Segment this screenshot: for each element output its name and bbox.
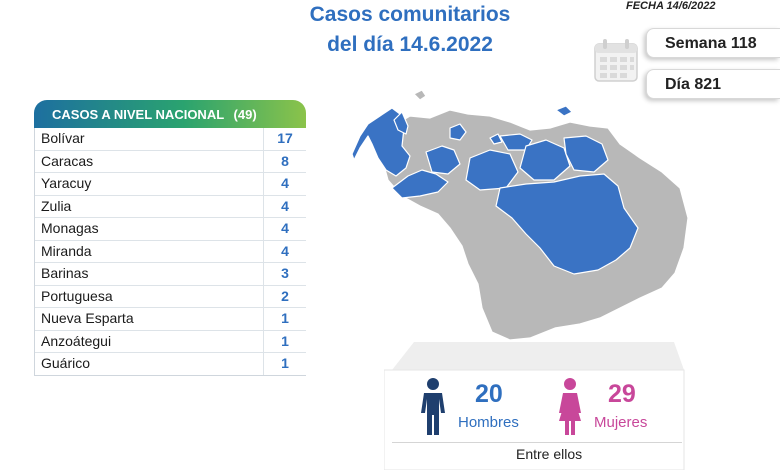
calendar-icon [594, 39, 638, 82]
map-barinas [391, 169, 449, 199]
table-title: CASOS A NIVEL NACIONAL [52, 107, 224, 122]
man-icon [421, 378, 445, 435]
map-guarico [465, 149, 519, 191]
table-row: Portuguesa 2 [35, 285, 306, 308]
woman-icon [559, 378, 581, 435]
map-yaracuy [449, 123, 467, 141]
title-line-1: Casos comunitarios [309, 3, 511, 26]
map-islands [413, 89, 427, 101]
map-monagas [563, 135, 609, 173]
week-badge: Semana 118 [646, 28, 780, 58]
state-cases: 3 [281, 265, 289, 281]
table-row: Monagas 4 [35, 218, 306, 241]
title-line-2: del día 14.6.2022 [327, 33, 493, 56]
table-row: Guárico 1 [35, 353, 306, 375]
men-count: 20 [475, 380, 503, 408]
table-row: Miranda 4 [35, 240, 306, 263]
state-cases: 1 [281, 310, 289, 326]
venezuela-map [351, 89, 689, 341]
state-name: Guárico [41, 355, 91, 371]
state-cases: 4 [281, 197, 289, 214]
map-nueva-esparta [555, 105, 573, 117]
map-anzoategui [519, 139, 571, 181]
state-cases: 4 [281, 175, 289, 191]
state-name: Portuguesa [41, 287, 113, 304]
state-name: Nueva Esparta [41, 310, 134, 326]
state-cases: 8 [281, 152, 289, 169]
table-row: Bolívar 17 [35, 128, 306, 151]
map-caracas [489, 133, 503, 145]
table-row: Nueva Esparta 1 [35, 308, 306, 331]
table-row: Barinas 3 [35, 263, 306, 286]
table-row: Caracas 8 [35, 150, 306, 173]
state-name: Bolívar [41, 130, 85, 146]
map-portuguesa [425, 145, 461, 175]
women-label: Mujeres [594, 414, 648, 431]
table-row: Zulia 4 [35, 195, 306, 218]
state-cases: 1 [281, 332, 289, 349]
date-label: FECHA 14/6/2022 [626, 0, 716, 12]
men-label: Hombres [458, 414, 519, 431]
state-name: Anzoátegui [41, 332, 112, 349]
cases-table: CASOS A NIVEL NACIONAL (49) Bolívar 17 Ca… [34, 100, 306, 376]
table-row: Yaracuy 4 [35, 173, 306, 196]
state-name: Monagas [41, 220, 99, 236]
table-header: CASOS A NIVEL NACIONAL (49) [34, 100, 306, 128]
state-name: Barinas [41, 265, 89, 281]
entre-ellos-label: Entre ellos [516, 446, 583, 462]
state-cases: 1 [281, 355, 289, 371]
table-total: (49) [233, 107, 257, 122]
state-cases: 2 [281, 287, 289, 304]
women-count: 29 [608, 380, 636, 408]
table-row: Anzoátegui 1 [35, 330, 306, 353]
state-name: Yaracuy [41, 175, 92, 191]
state-name: Zulia [41, 197, 72, 214]
state-cases: 4 [281, 220, 289, 236]
table-rows: Bolívar 17 Caracas 8 Yaracuy 4 Zulia 4 Monag… [34, 128, 306, 376]
day-badge: Día 821 [646, 69, 780, 99]
map-falcon-strip [393, 111, 409, 135]
state-name: Miranda [41, 242, 92, 259]
state-name: Caracas [41, 152, 94, 169]
map-bolivar [495, 173, 639, 275]
title: Casos comunitarios del día 14.6.2022 [250, 0, 570, 60]
state-cases: 4 [281, 242, 289, 259]
state-cases: 17 [277, 130, 293, 146]
summary-divider [392, 442, 682, 443]
